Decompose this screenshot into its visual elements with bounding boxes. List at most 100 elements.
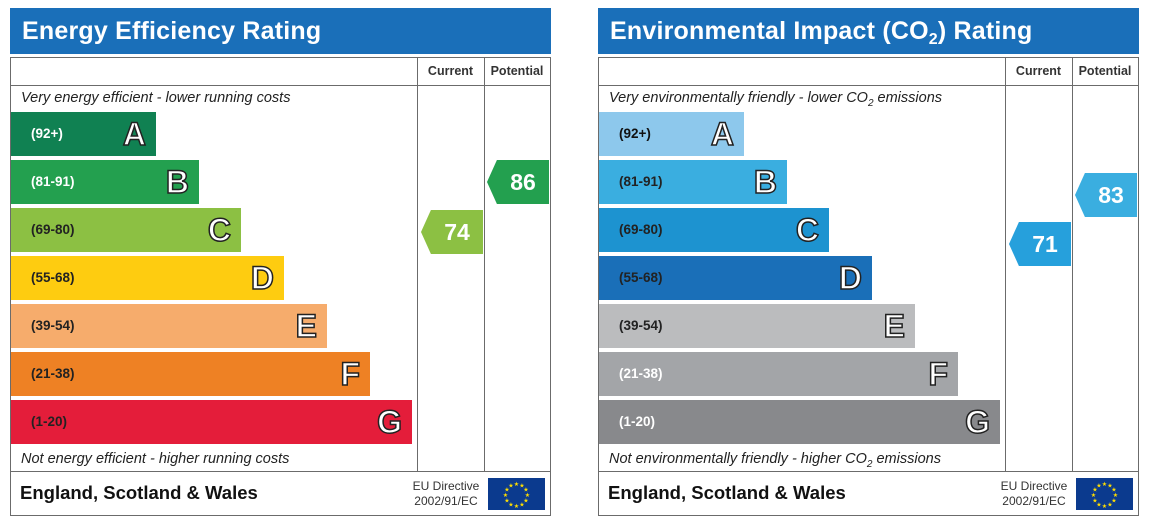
potential-rating-arrow: 86	[487, 160, 549, 204]
band-letter: G	[376, 403, 402, 441]
band-range-label: (81-91)	[31, 174, 75, 189]
bottom-note: Not energy efficient - higher running co…	[21, 451, 290, 467]
current-column-header: Current	[1015, 64, 1062, 78]
band-letter: E	[295, 307, 318, 345]
band-range-label: (21-38)	[619, 366, 663, 381]
header-row-divider	[599, 85, 1138, 86]
eu-star-icon: ★	[514, 503, 519, 510]
band-f: (21-38) F	[11, 352, 370, 396]
band-d: (55-68) D	[599, 256, 872, 300]
band-letter: D	[838, 259, 863, 297]
band-range-label: (55-68)	[619, 270, 663, 285]
potential-column-header: Potential	[1078, 64, 1132, 78]
band-range-label: (69-80)	[31, 222, 75, 237]
bottom-note: Not environmentally friendly - higher CO…	[609, 451, 941, 470]
potential-column-divider	[1072, 58, 1073, 471]
band-letter: E	[883, 307, 906, 345]
eu-directive: EU Directive 2002/91/EC	[402, 479, 490, 509]
band-range-label: (92+)	[31, 126, 63, 141]
band-letter: B	[165, 163, 190, 201]
eu-star-icon: ★	[1107, 502, 1112, 509]
current-column-divider	[417, 58, 418, 471]
potential-column-divider	[484, 58, 485, 471]
region-label: England, Scotland & Wales	[608, 482, 846, 503]
footer-divider	[599, 471, 1138, 472]
band-letter: F	[928, 355, 949, 393]
top-note: Very environmentally friendly - lower CO…	[609, 90, 943, 109]
band-letter: F	[340, 355, 361, 393]
band-range-label: (1-20)	[619, 414, 656, 429]
band-c: (69-80) C	[11, 208, 241, 252]
band-range-label: (92+)	[619, 126, 651, 141]
band-a: (92+) A	[11, 112, 156, 156]
eu-star-icon: ★	[1111, 498, 1116, 505]
energy-efficiency-panel: Energy Efficiency Rating Current Potenti…	[10, 8, 551, 516]
eu-star-icon: ★	[508, 483, 513, 490]
eu-star-icon: ★	[519, 502, 524, 509]
eu-star-icon: ★	[525, 492, 530, 499]
eu-directive-label: EU Directive	[1000, 479, 1068, 493]
band-range-label: (81-91)	[619, 174, 663, 189]
band-range-label: (21-38)	[31, 366, 75, 381]
potential-column-header: Potential	[490, 64, 544, 78]
band-letter: D	[250, 259, 275, 297]
eu-star-icon: ★	[508, 502, 513, 509]
band-letter: G	[964, 403, 990, 441]
panel-title: Energy Efficiency Rating	[10, 8, 551, 54]
eu-star-icon: ★	[1111, 487, 1116, 494]
band-letter: A	[710, 115, 735, 153]
band-g: (1-20) G	[599, 400, 1000, 444]
eu-star-icon: ★	[1113, 492, 1118, 499]
band-g: (1-20) G	[11, 400, 412, 444]
header-row-divider	[11, 85, 550, 86]
band-c: (69-80) C	[599, 208, 829, 252]
current-column-divider	[1005, 58, 1006, 471]
eu-star-icon: ★	[523, 487, 528, 494]
eu-directive-number: 2002/91/EC	[1002, 494, 1066, 508]
band-e: (39-54) E	[11, 304, 327, 348]
band-a: (92+) A	[599, 112, 744, 156]
eu-star-icon: ★	[504, 498, 509, 505]
rating-table: Current Potential Very environmentally f…	[598, 57, 1139, 516]
band-b: (81-91) B	[599, 160, 787, 204]
current-rating-arrow: 74	[421, 210, 483, 254]
eu-star-icon: ★	[503, 492, 508, 499]
eu-star-icon: ★	[1096, 502, 1101, 509]
top-note: Very energy efficient - lower running co…	[21, 90, 291, 106]
eu-directive: EU Directive 2002/91/EC	[990, 479, 1078, 509]
eu-star-icon: ★	[1096, 483, 1101, 490]
eu-directive-label: EU Directive	[412, 479, 480, 493]
potential-rating-arrow: 83	[1075, 173, 1137, 217]
eu-star-icon: ★	[1092, 498, 1097, 505]
rating-table: Current Potential Very energy efficient …	[10, 57, 551, 516]
band-range-label: (55-68)	[31, 270, 75, 285]
band-letter: C	[207, 211, 232, 249]
eu-star-icon: ★	[1091, 492, 1096, 499]
eu-flag-icon: ★ ★ ★ ★ ★ ★ ★ ★ ★ ★ ★ ★	[1076, 478, 1133, 510]
band-range-label: (69-80)	[619, 222, 663, 237]
eu-star-icon: ★	[514, 481, 519, 488]
eu-star-icon: ★	[523, 498, 528, 505]
eu-star-icon: ★	[519, 483, 524, 490]
current-column-header: Current	[427, 64, 474, 78]
band-letter: A	[122, 115, 147, 153]
band-d: (55-68) D	[11, 256, 284, 300]
eu-star-icon: ★	[504, 487, 509, 494]
eu-flag-icon: ★ ★ ★ ★ ★ ★ ★ ★ ★ ★ ★ ★	[488, 478, 545, 510]
band-range-label: (39-54)	[619, 318, 663, 333]
eu-star-icon: ★	[1102, 503, 1107, 510]
band-range-label: (39-54)	[31, 318, 75, 333]
current-rating-arrow: 71	[1009, 222, 1071, 266]
region-label: England, Scotland & Wales	[20, 482, 258, 503]
eu-star-icon: ★	[1092, 487, 1097, 494]
band-letter: C	[795, 211, 820, 249]
environmental-impact-panel: Environmental Impact (CO2) Rating Curren…	[598, 8, 1139, 516]
footer-divider	[11, 471, 550, 472]
band-letter: B	[753, 163, 778, 201]
band-e: (39-54) E	[599, 304, 915, 348]
band-f: (21-38) F	[599, 352, 958, 396]
eu-star-icon: ★	[1102, 481, 1107, 488]
panel-title: Environmental Impact (CO2) Rating	[598, 8, 1139, 54]
band-b: (81-91) B	[11, 160, 199, 204]
eu-star-icon: ★	[1107, 483, 1112, 490]
